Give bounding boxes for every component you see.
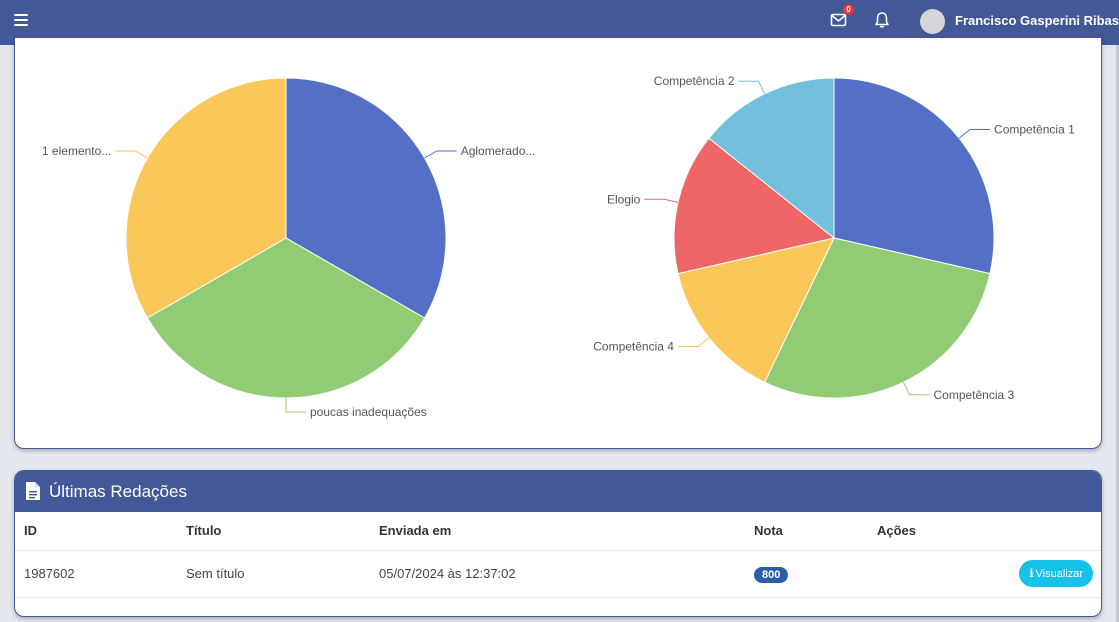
column-header-id: ID <box>15 512 177 551</box>
pie-label-line-competencia-1 <box>958 129 991 139</box>
scrollbar-track[interactable] <box>1116 45 1119 622</box>
essay-id: 1987602 <box>15 550 177 598</box>
column-header-sent: Enviada em <box>370 512 745 551</box>
user-name[interactable]: Francisco Gasperini Ribas <box>955 13 1119 28</box>
column-header-grade: Nota <box>745 512 868 551</box>
view-button-label: Visualizar <box>1035 568 1084 580</box>
column-header-actions: Ações <box>868 512 1101 551</box>
grade-badge: 800 <box>754 566 789 583</box>
pie-label-line-poucas-inadequacoes <box>285 398 306 413</box>
pie-label-competencia-2: Competência 2 <box>654 74 735 88</box>
pie-slice-competencia-1[interactable] <box>833 77 995 275</box>
mail-count-badge: 0 <box>843 4 854 15</box>
pie-slice-competencia-3[interactable] <box>763 237 991 399</box>
pie-chart-right: Competência 1 Competência 3 Competência 4 E… <box>593 74 1075 402</box>
charts-svg: Aglomerado... poucas inadequações 1 elemen… <box>42 74 1075 419</box>
pie-label-line-competencia-2 <box>738 80 766 95</box>
avatar[interactable] <box>920 9 945 34</box>
pie-label-line-competencia-4 <box>677 337 710 347</box>
pie-label-1-elemento: 1 elemento... <box>42 144 111 158</box>
pie-label-line-competencia-3 <box>902 381 930 396</box>
pie-slice-competencia-2[interactable] <box>708 77 835 240</box>
pie-label-aglomerado: Aglomerado... <box>461 144 536 158</box>
table-header-row: ID Título Enviada em Nota Ações <box>15 512 1101 551</box>
pie-label-line-1-elemento <box>115 150 148 159</box>
essay-sent-date: 05/07/2024 às 12:37:02 <box>370 550 745 598</box>
column-header-title: Título <box>177 512 370 551</box>
pie-slice-competencia-4[interactable] <box>677 237 835 383</box>
essay-grade-cell: 800 <box>745 550 868 598</box>
pie-label-line-elogio <box>644 198 679 203</box>
hamburger-icon[interactable] <box>14 14 28 26</box>
pie-slice-aglomerado[interactable] <box>285 77 447 319</box>
pie-label-line-aglomerado <box>424 150 457 159</box>
pie-label-competencia-1: Competência 1 <box>994 123 1075 137</box>
info-icon: i <box>1029 567 1034 580</box>
card-header: Últimas Redações <box>15 471 1101 512</box>
pie-label-elogio: Elogio <box>607 192 641 206</box>
view-button[interactable]: i Visualizar <box>1019 560 1093 587</box>
essay-actions-cell: i Visualizar <box>868 550 1101 598</box>
pie-label-poucas-inadequacoes: poucas inadequações <box>310 405 427 419</box>
essay-title: Sem título <box>177 550 370 598</box>
document-icon <box>26 482 40 500</box>
pie-chart-left: Aglomerado... poucas inadequações 1 elemen… <box>42 77 536 419</box>
card-title: Últimas Redações <box>49 482 187 501</box>
envelope-icon[interactable] <box>830 12 848 28</box>
bell-icon[interactable] <box>874 11 890 29</box>
charts-card: Aglomerado... poucas inadequações 1 elemen… <box>14 38 1102 449</box>
table-row: 1987602 Sem título 05/07/2024 às 12:37:0… <box>15 550 1101 598</box>
pie-label-competencia-4: Competência 4 <box>593 339 674 353</box>
essays-table: ID Título Enviada em Nota Ações 1987602 … <box>15 512 1101 598</box>
top-navbar: 0 Francisco Gasperini Ribas <box>0 0 1119 45</box>
latest-essays-card: Últimas Redações ID Título Enviada em No… <box>14 470 1102 617</box>
pie-slice-elogio[interactable] <box>673 137 836 275</box>
pie-label-competencia-3: Competência 3 <box>933 388 1014 402</box>
pie-slice-poucas-inadequacoes[interactable] <box>146 237 426 399</box>
pie-slice-1-elemento[interactable] <box>125 77 287 319</box>
